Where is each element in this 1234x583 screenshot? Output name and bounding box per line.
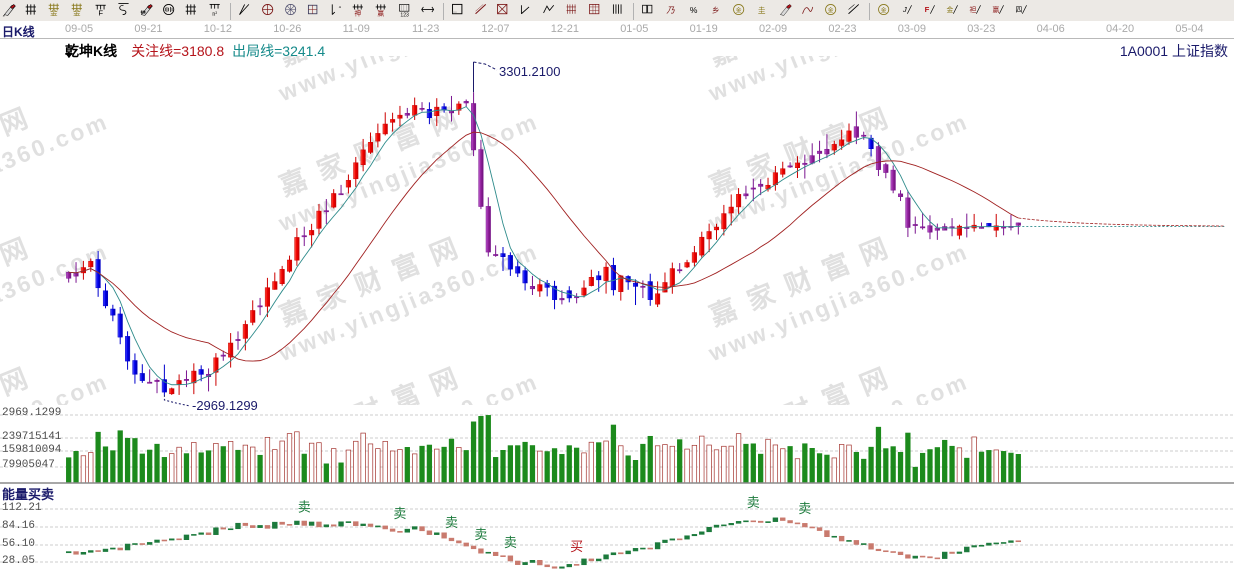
svg-text:3301.2100: 3301.2100 — [499, 64, 560, 79]
svg-text:-2969.1299: -2969.1299 — [192, 398, 258, 413]
